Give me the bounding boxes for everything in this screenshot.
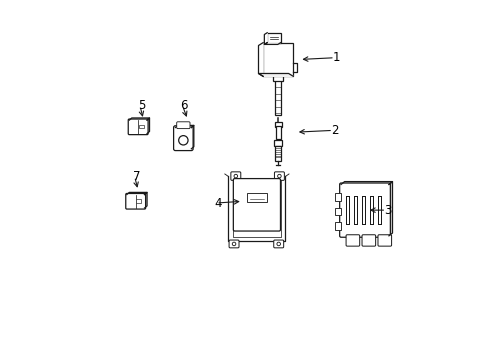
Polygon shape <box>144 192 147 208</box>
Bar <box>334 222 341 230</box>
Polygon shape <box>147 118 149 134</box>
Polygon shape <box>264 42 280 44</box>
Bar <box>274 122 281 127</box>
Text: 6: 6 <box>180 99 187 112</box>
Text: 5: 5 <box>138 99 145 112</box>
FancyBboxPatch shape <box>273 240 283 248</box>
FancyBboxPatch shape <box>173 126 193 150</box>
Bar <box>275 126 280 139</box>
Bar <box>272 76 283 81</box>
Text: 1: 1 <box>332 51 340 64</box>
Text: 2: 2 <box>330 124 338 137</box>
Text: 7: 7 <box>132 170 140 183</box>
Bar <box>334 208 341 215</box>
Text: 4: 4 <box>214 197 221 210</box>
FancyBboxPatch shape <box>233 179 280 231</box>
Polygon shape <box>341 181 392 184</box>
FancyBboxPatch shape <box>230 172 240 180</box>
Polygon shape <box>191 125 193 149</box>
FancyBboxPatch shape <box>361 235 375 246</box>
FancyBboxPatch shape <box>377 235 391 246</box>
Bar <box>275 146 281 161</box>
Polygon shape <box>264 33 266 44</box>
FancyBboxPatch shape <box>339 183 389 237</box>
FancyBboxPatch shape <box>346 235 359 246</box>
FancyBboxPatch shape <box>128 119 148 135</box>
Bar <box>334 193 341 201</box>
Polygon shape <box>175 125 193 127</box>
FancyBboxPatch shape <box>274 172 284 180</box>
Polygon shape <box>129 118 149 120</box>
Polygon shape <box>388 181 392 236</box>
Bar <box>273 140 282 146</box>
Bar <box>246 193 266 202</box>
Bar <box>136 199 141 203</box>
FancyBboxPatch shape <box>176 122 190 129</box>
Polygon shape <box>126 192 147 194</box>
Bar <box>138 125 143 128</box>
Bar <box>274 76 281 115</box>
Text: 3: 3 <box>384 204 391 217</box>
Polygon shape <box>258 73 293 76</box>
FancyBboxPatch shape <box>263 42 293 76</box>
Polygon shape <box>258 42 263 76</box>
FancyBboxPatch shape <box>228 240 239 248</box>
FancyBboxPatch shape <box>266 33 280 42</box>
FancyBboxPatch shape <box>125 193 145 209</box>
